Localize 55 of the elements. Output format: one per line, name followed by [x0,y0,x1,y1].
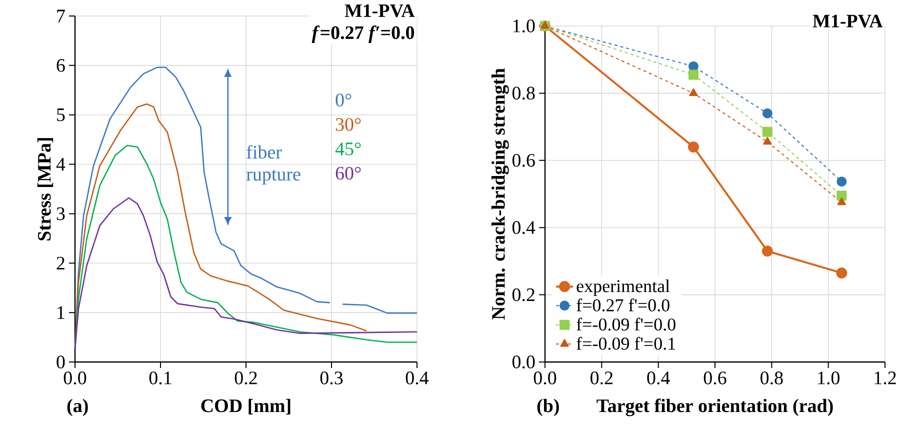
x-tick-label: 1.2 [874,372,896,384]
x-tick-label: 0.2 [234,372,257,384]
x-tick-label: 0.1 [149,372,172,384]
y-axis-title: Stress [MPa] [37,138,54,240]
chart-title: M1-PVA [344,4,415,18]
annotation: fiber rupture [246,145,300,184]
y-tick-label: 1 [58,306,64,319]
chart-subtitle: f=0.27 f′=0.0 [312,26,414,43]
point [837,197,846,206]
y-tick-label: 0.8 [512,86,535,100]
y-tick-label: 4 [56,158,66,171]
text: (a) [67,398,88,416]
point [762,126,772,137]
y-tick-label: 2 [56,256,64,270]
point [688,70,698,80]
text: (b) [537,398,559,416]
x-tick-label: 0.8 [760,372,783,384]
y-tick-label: 0.6 [512,154,535,167]
point [688,141,699,152]
x-axis-title: Target fiber orientation (rad) [596,398,833,416]
y-tick-label: 6 [56,59,65,72]
legend-label: experimental [576,280,670,296]
y-tick-label: 0.4 [512,221,536,234]
point [763,136,772,145]
point [836,176,847,187]
y-tick-label: 0.2 [512,288,534,302]
x-tick-label: 0.3 [320,372,343,384]
x-tick-label: 0.2 [590,372,613,384]
point [836,267,848,278]
text: 60° [336,166,361,180]
point [689,88,698,96]
x-tick-label: 0.6 [704,372,726,384]
x-tick-label: 1.0 [818,372,840,384]
point [836,190,847,201]
x-tick-label: 0.4 [647,372,670,384]
y-tick-label: 0.0 [512,356,535,368]
x-tick-label: 0.4 [406,372,429,384]
chart-title: M1-PVA [812,14,883,28]
y-tick-label: 0 [56,356,65,368]
y-tick-label: 3 [56,207,65,220]
legend-label: f=-0.09 f'=0.0 [576,318,676,331]
point [762,108,772,118]
y-tick-label: 7 [57,10,65,22]
text: 45° [335,142,361,156]
point [762,246,773,257]
line-series [74,197,418,350]
y-tick-label: 5 [57,108,65,122]
x-tick-label: 0.0 [534,372,556,384]
y-tick-label: 1.0 [513,20,535,32]
x-axis-title: COD [mm] [201,398,290,415]
legend-label: f=-0.09 f'=0.1 [576,336,676,350]
y-axis-title: Norm. crack-bridging strength [491,68,509,320]
text: 30° [336,118,361,131]
text: 0° [336,94,352,106]
legend-label: f=0.27 f'=0.0 [576,298,670,312]
